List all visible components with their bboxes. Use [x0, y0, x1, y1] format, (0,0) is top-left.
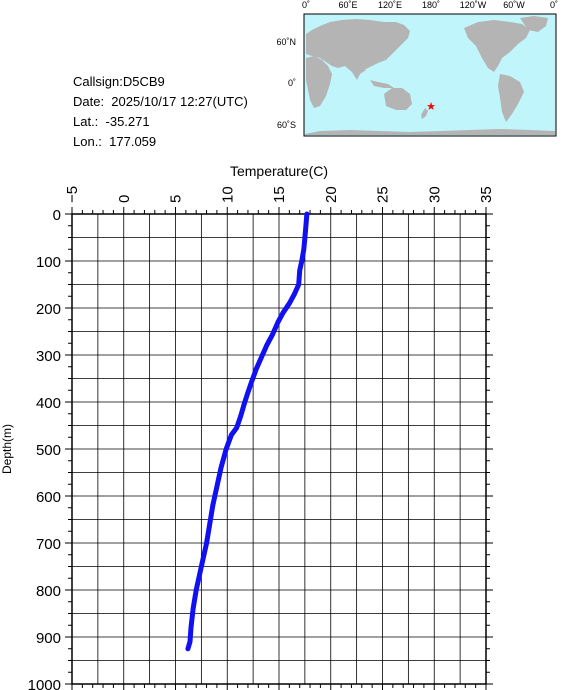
x-tick-label: 35	[478, 186, 495, 203]
callsign-text: Callsign:D5CB9	[73, 74, 165, 89]
x-tick-label: 30	[426, 186, 443, 203]
map-top-label: 0˚	[302, 0, 310, 10]
x-axis-title: Temperature(C)	[230, 163, 328, 179]
map-top-label: 0˚	[550, 0, 558, 10]
antarctica-land	[305, 129, 555, 135]
north-america-land	[464, 20, 530, 72]
temperature-profile-line	[185, 211, 310, 652]
cast-info: Callsign:D5CB9 Date: 2025/10/17 12:27(UT…	[73, 72, 248, 152]
indonesia-land	[370, 80, 394, 88]
map-left-label: 60˚S	[277, 120, 296, 130]
map-landmasses	[305, 16, 555, 135]
x-tick-label: 15	[271, 186, 288, 203]
y-tick-label: 0	[53, 207, 61, 224]
y-tick-label: 400	[36, 395, 61, 412]
plot-frame	[71, 213, 487, 685]
africa-land	[306, 56, 332, 108]
x-tick-labels: −5 0 5 10 15 20 25 30 35	[64, 186, 495, 203]
y-tick-labels: 0 100 200 300 400 500 600 700 800 900 1000	[28, 207, 61, 690]
world-map: 0˚ 60˚E 120˚E 180˚ 120˚W 60˚W 0˚ 60˚N 0˚…	[276, 0, 558, 137]
map-left-label: 0˚	[288, 78, 296, 88]
south-america-land	[498, 74, 524, 122]
x-tick-label: −5	[64, 186, 81, 203]
y-tick-label: 200	[36, 301, 61, 318]
x-tick-label: 20	[323, 186, 340, 203]
eurasia-land	[306, 19, 410, 72]
map-left-axis: 60˚N 0˚ 60˚S	[276, 37, 296, 130]
map-left-label: 60˚N	[276, 37, 296, 47]
map-top-label: 120˚W	[460, 0, 487, 10]
x-tick-label: 10	[219, 186, 236, 203]
india-land	[345, 66, 366, 80]
date-text: Date: 2025/10/17 12:27(UTC)	[73, 94, 248, 109]
x-tick-label: 5	[168, 195, 185, 203]
longitude-text: Lon.: 177.059	[73, 134, 157, 149]
map-top-label: 180˚	[422, 0, 440, 10]
y-tick-label: 1000	[28, 677, 61, 690]
y-tick-label: 800	[36, 583, 61, 600]
y-tick-label: 100	[36, 254, 61, 271]
australia-land	[384, 88, 412, 110]
map-top-label: 120˚E	[378, 0, 402, 10]
x-tick-label: 0	[116, 195, 133, 203]
map-top-label: 60˚E	[338, 0, 357, 10]
new-zealand-land	[421, 108, 428, 119]
greenland-land	[520, 16, 548, 32]
y-tick-label: 700	[36, 536, 61, 553]
y-tick-label: 900	[36, 630, 61, 647]
y-tick-label: 600	[36, 489, 61, 506]
map-top-axis: 0˚ 60˚E 120˚E 180˚ 120˚W 60˚W 0˚	[302, 0, 558, 10]
station-marker-star-icon: ★	[426, 101, 436, 113]
latitude-text: Lat.: -35.271	[73, 114, 150, 129]
map-top-label: 60˚W	[503, 0, 525, 10]
chart-grid	[71, 213, 487, 685]
y-tick-label: 300	[36, 348, 61, 365]
y-axis-title: Depth(m)	[0, 424, 14, 474]
y-tick-label: 500	[36, 442, 61, 459]
x-tick-label: 25	[375, 186, 392, 203]
